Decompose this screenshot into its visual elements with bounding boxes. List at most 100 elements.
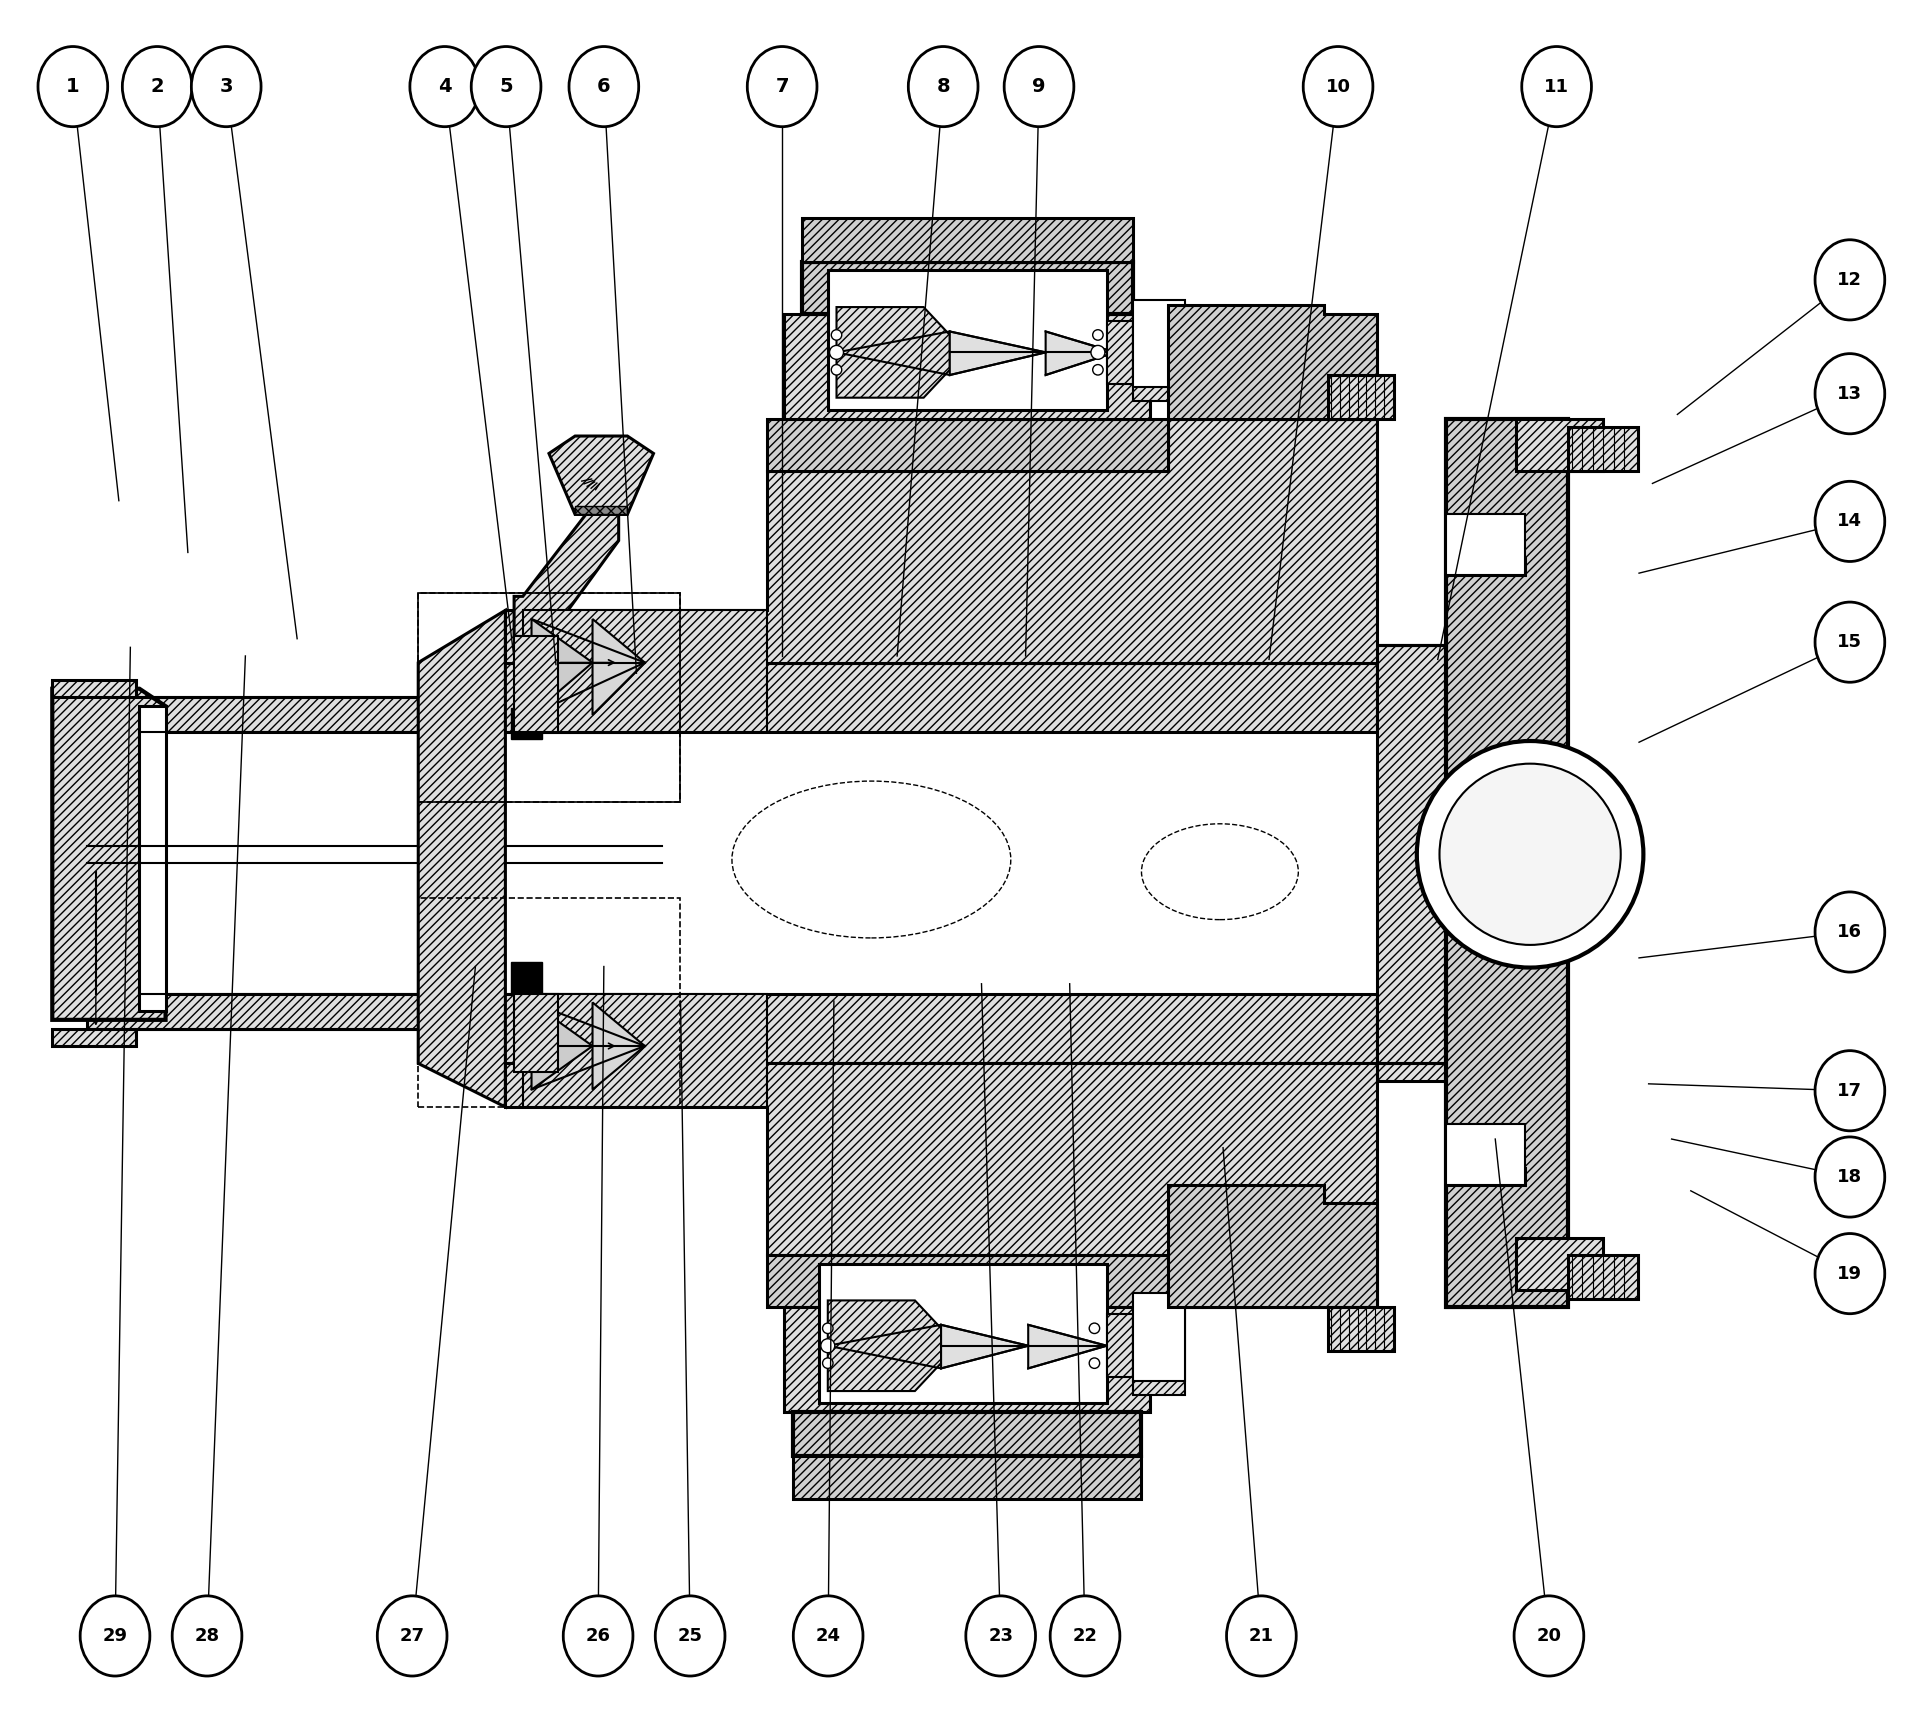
Ellipse shape (81, 1597, 150, 1676)
Polygon shape (86, 994, 661, 1029)
Text: 7: 7 (774, 78, 790, 97)
Polygon shape (531, 1003, 592, 1089)
Ellipse shape (1304, 47, 1373, 126)
Ellipse shape (123, 47, 192, 126)
Text: 21: 21 (1248, 1628, 1275, 1645)
Polygon shape (784, 314, 1150, 419)
Circle shape (830, 345, 843, 359)
Polygon shape (1516, 1238, 1603, 1289)
Polygon shape (1133, 1296, 1185, 1395)
Ellipse shape (966, 1597, 1035, 1676)
Polygon shape (1447, 514, 1524, 575)
Ellipse shape (1227, 1597, 1296, 1676)
Ellipse shape (1815, 482, 1884, 561)
Polygon shape (1133, 304, 1185, 400)
Bar (1106, 1315, 1133, 1377)
Polygon shape (836, 307, 949, 397)
Circle shape (1091, 345, 1104, 359)
Circle shape (820, 1339, 834, 1353)
Circle shape (1093, 364, 1102, 375)
Text: 29: 29 (102, 1628, 128, 1645)
Circle shape (832, 330, 842, 340)
Bar (1106, 321, 1133, 383)
Text: 18: 18 (1836, 1169, 1863, 1186)
Polygon shape (548, 437, 654, 514)
Polygon shape (1376, 646, 1447, 1080)
Polygon shape (575, 506, 627, 514)
Text: 16: 16 (1836, 923, 1863, 941)
Ellipse shape (794, 1597, 863, 1676)
Polygon shape (514, 637, 558, 732)
Polygon shape (514, 994, 558, 1072)
Bar (418, 898, 681, 1106)
Bar (819, 1263, 1106, 1403)
Text: 6: 6 (596, 78, 612, 97)
Bar (801, 217, 1133, 262)
Text: 19: 19 (1836, 1265, 1863, 1282)
Polygon shape (784, 1307, 1150, 1412)
Bar (828, 271, 1106, 409)
Polygon shape (801, 262, 1133, 314)
Ellipse shape (1514, 1597, 1583, 1676)
Polygon shape (523, 994, 767, 1106)
Ellipse shape (1815, 1137, 1884, 1217)
Text: 9: 9 (1031, 78, 1047, 97)
Polygon shape (592, 1003, 644, 1089)
Ellipse shape (1522, 47, 1591, 126)
Ellipse shape (192, 47, 261, 126)
Circle shape (822, 1358, 834, 1369)
Text: 11: 11 (1543, 78, 1570, 95)
Polygon shape (52, 680, 136, 697)
Ellipse shape (1815, 354, 1884, 433)
Bar (418, 592, 681, 803)
Polygon shape (1376, 419, 1516, 646)
Circle shape (1089, 1324, 1100, 1334)
Ellipse shape (38, 47, 107, 126)
Text: 4: 4 (437, 78, 452, 97)
Bar (418, 592, 681, 803)
Polygon shape (52, 1029, 136, 1046)
Polygon shape (1028, 1326, 1106, 1369)
Polygon shape (828, 1300, 941, 1391)
Polygon shape (418, 663, 1376, 732)
Ellipse shape (569, 47, 638, 126)
Text: 8: 8 (935, 78, 951, 97)
Text: 26: 26 (585, 1628, 612, 1645)
Ellipse shape (1815, 602, 1884, 682)
Polygon shape (506, 1063, 1376, 1307)
Text: 3: 3 (219, 78, 234, 97)
Ellipse shape (1815, 892, 1884, 972)
Text: 15: 15 (1836, 633, 1863, 651)
Polygon shape (86, 697, 661, 732)
Text: 24: 24 (815, 1628, 842, 1645)
Polygon shape (941, 1326, 1028, 1369)
Polygon shape (523, 611, 767, 732)
Polygon shape (1568, 428, 1639, 471)
Ellipse shape (472, 47, 541, 126)
Text: 23: 23 (987, 1628, 1014, 1645)
Polygon shape (514, 506, 619, 637)
Polygon shape (767, 1255, 1167, 1307)
Polygon shape (1568, 1255, 1639, 1298)
Circle shape (1440, 763, 1620, 944)
Polygon shape (1167, 1186, 1376, 1307)
Polygon shape (1513, 834, 1547, 875)
Bar (1133, 300, 1185, 387)
Text: 14: 14 (1836, 513, 1863, 530)
Circle shape (1093, 330, 1102, 340)
Polygon shape (592, 620, 644, 715)
Polygon shape (418, 994, 1376, 1063)
Ellipse shape (656, 1597, 725, 1676)
Text: 5: 5 (498, 78, 514, 97)
Bar (1447, 1124, 1524, 1186)
Bar (140, 706, 165, 1011)
Text: 20: 20 (1536, 1628, 1562, 1645)
Bar (1447, 514, 1524, 575)
Circle shape (1089, 1358, 1100, 1369)
Polygon shape (1516, 419, 1603, 471)
Text: 2: 2 (150, 78, 165, 97)
Polygon shape (1376, 1063, 1516, 1307)
Ellipse shape (564, 1597, 633, 1676)
Bar (794, 1455, 1141, 1500)
Polygon shape (506, 419, 1376, 663)
